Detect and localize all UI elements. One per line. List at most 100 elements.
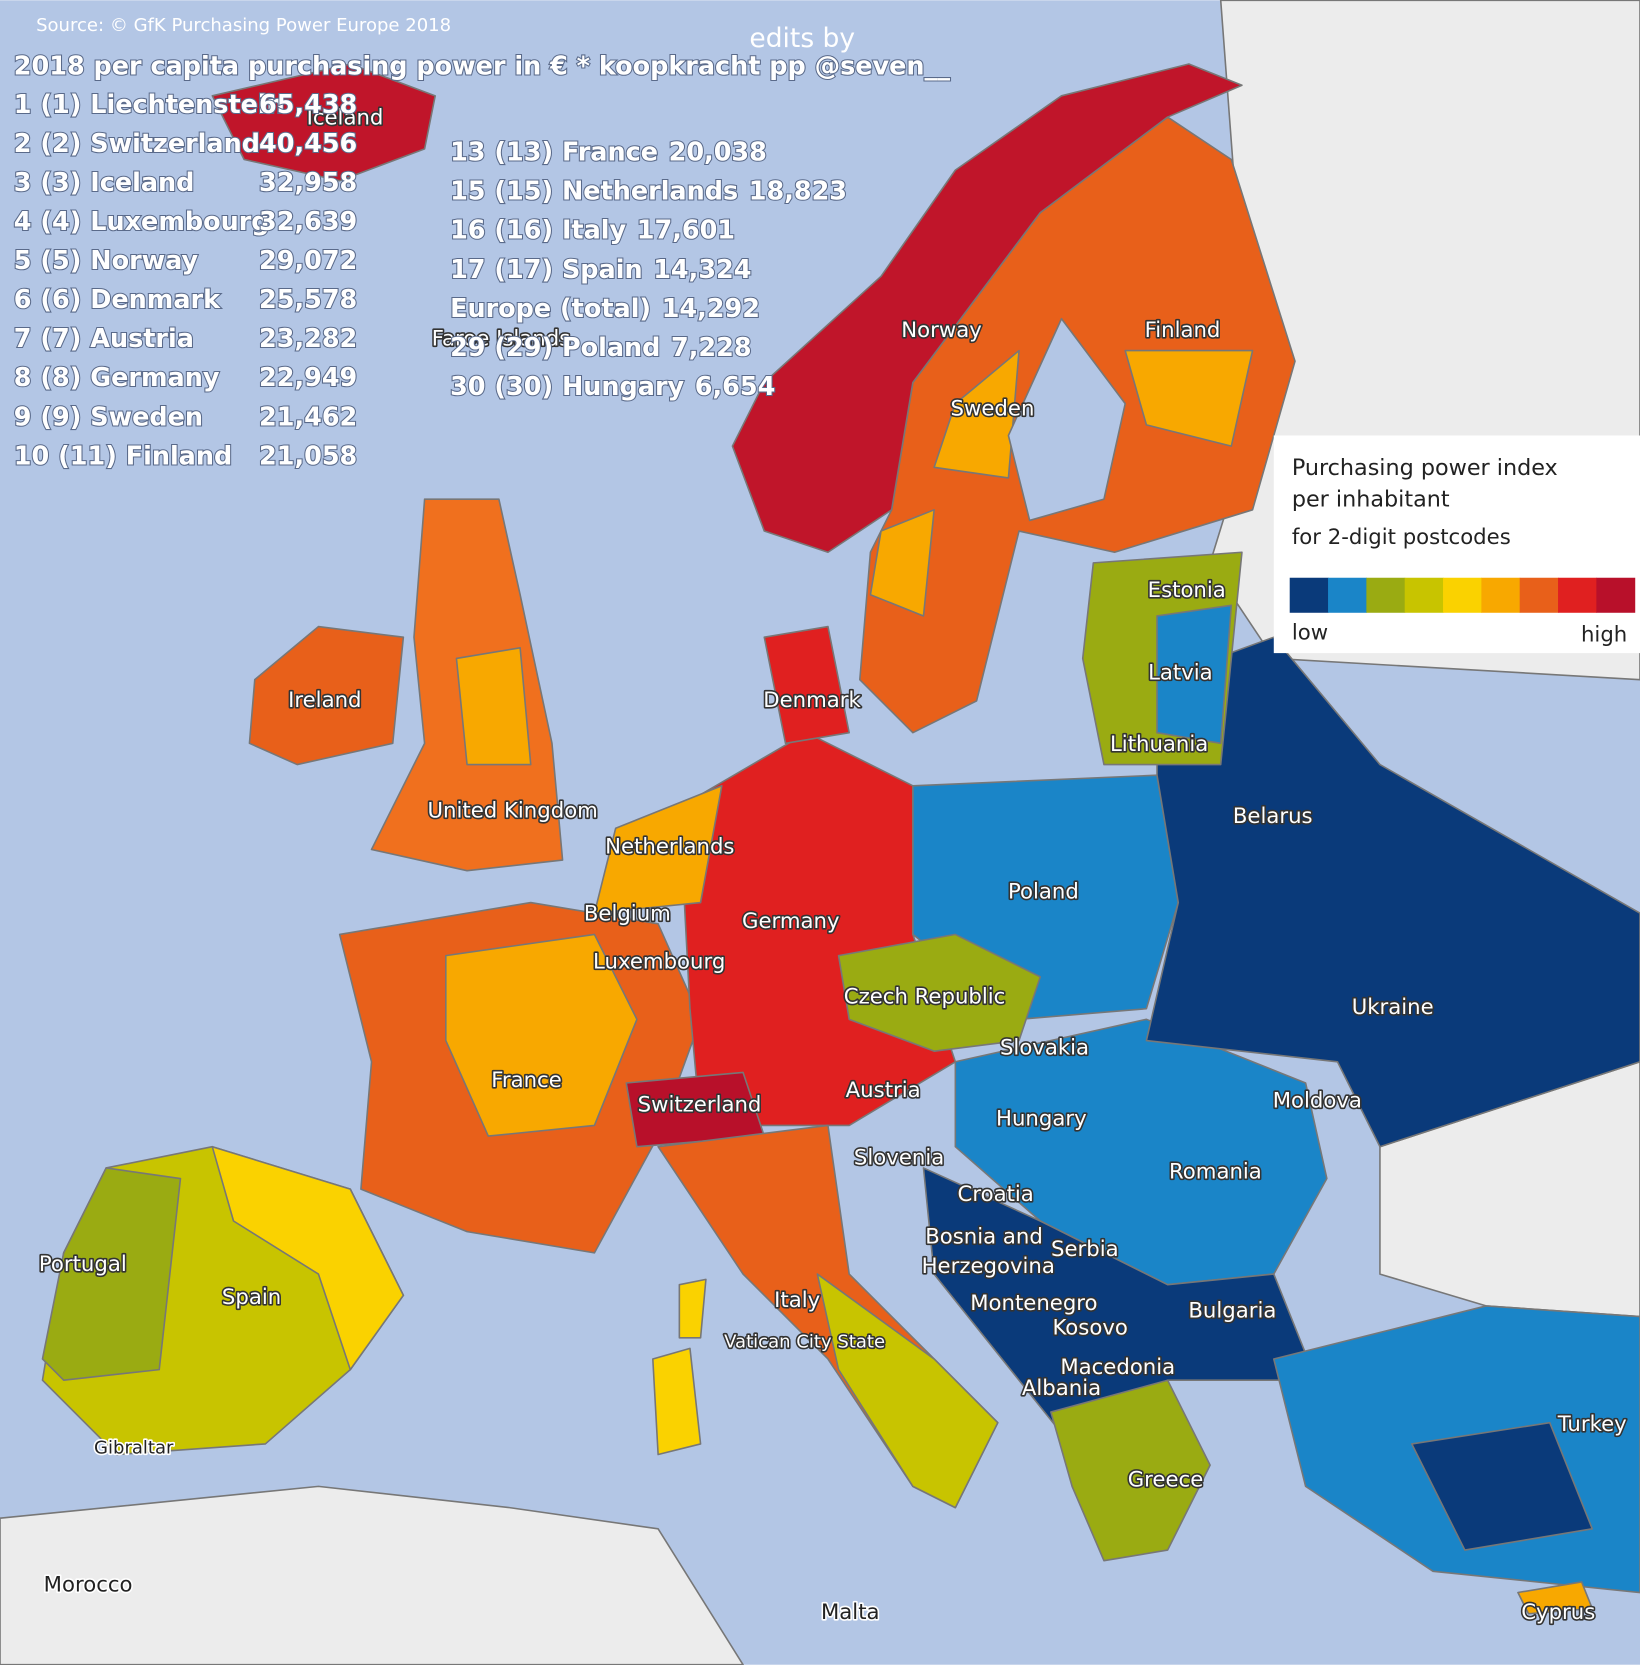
country-label: Vatican City State (724, 1331, 885, 1352)
ranking-entry: Europe (total) 14,292 (450, 294, 760, 324)
sweden-finland-mid (869, 349, 1254, 617)
country-label: Bosnia and (925, 1224, 1043, 1249)
ranking-value: 29,072 (259, 246, 357, 276)
france-mid (445, 933, 638, 1137)
country-label: Italy (774, 1288, 820, 1313)
legend-box (1273, 435, 1640, 654)
africa (0, 1485, 744, 1665)
balkans (922, 1167, 1318, 1435)
country-label: Estonia (1148, 578, 1226, 603)
legend-swatch (1558, 577, 1597, 613)
country-label: Czech Republic (844, 984, 1006, 1009)
ranking-entry: 1 (1) Liechtenstein65,438 (14, 90, 357, 120)
country-label: Austria (846, 1078, 921, 1103)
country-label: Romania (1169, 1160, 1262, 1185)
ranking-name: 13 (13) France (450, 138, 658, 168)
ranking-name: 3 (3) Iceland (14, 168, 195, 198)
country-label: Turkey (1557, 1412, 1627, 1437)
ranking-name: 29 (29) Poland (450, 333, 660, 363)
ranking-value: 7,228 (671, 333, 752, 363)
belarus-ukraine (1145, 636, 1640, 1148)
ranking-entry: 9 (9) Sweden 21,462 (14, 402, 357, 432)
gulf (1007, 317, 1126, 522)
country-label: Latvia (1148, 661, 1213, 686)
ranking-value: 32,958 (259, 168, 357, 198)
ranking-value: 40,456 (259, 129, 357, 159)
ranking-entry: 6 (6) Denmark 25,578 (14, 285, 357, 315)
country-label: Herzegovina (922, 1254, 1055, 1279)
ranking-name: 10 (11) Finland (14, 441, 232, 471)
islands (652, 1278, 707, 1456)
ranking-entry: 10 (11) Finland 21,058 (14, 441, 357, 471)
country-label: Serbia (1051, 1237, 1119, 1262)
legend-swatch (1519, 577, 1559, 613)
country-label: Belgium (584, 902, 671, 927)
title: 2018 per capita purchasing power in € * … (14, 52, 950, 82)
country-label: Finland (1145, 318, 1221, 343)
country-label: Slovakia (1000, 1035, 1089, 1060)
country-label: Albania (1022, 1376, 1101, 1401)
country-label: Faroe Islands (432, 326, 570, 351)
country-label: Lithuania (1110, 732, 1208, 757)
legend-swatch (1481, 577, 1521, 613)
country-label: Greece (1128, 1467, 1204, 1492)
ranking-entry: 30 (30) Hungary 6,654 (450, 372, 775, 402)
norway (731, 63, 1243, 554)
ranking-name: 15 (15) Netherlands (450, 177, 738, 207)
ranking-name: 2 (2) Switzerland (14, 129, 260, 159)
ranking-name: 4 (4) Luxembourg (14, 207, 270, 237)
country-label: Denmark (763, 688, 861, 713)
ranking-entry: 13 (13) France 20,038 (450, 138, 767, 168)
ranking-name: 16 (16) Italy (450, 216, 626, 246)
ranking-entry: 5 (5) Norway 29,072 (14, 246, 357, 276)
country-label: Cyprus (1521, 1600, 1595, 1625)
ranking-entry: 4 (4) Luxembourg32,639 (14, 207, 357, 237)
ranking-entry: 29 (29) Poland 7,228 (450, 333, 752, 363)
ranking-entry: 2 (2) Switzerland40,456 (14, 129, 357, 159)
ranking-name: 17 (17) Spain (450, 255, 643, 285)
ranking-name: 9 (9) Sweden (14, 402, 203, 432)
legend-swatch (1443, 577, 1482, 613)
country-label: Belarus (1233, 804, 1313, 829)
ranking-value: 22,949 (259, 363, 357, 393)
ranking-name: 7 (7) Austria (14, 324, 194, 354)
country-label: United Kingdom (428, 799, 598, 824)
legend-low: low (1292, 620, 1328, 645)
benelux (593, 784, 723, 914)
ranking-value: 32,639 (259, 207, 357, 237)
edits-by: edits by (749, 23, 855, 54)
ranking-value: 21,058 (259, 441, 357, 471)
ranking-value: 23,282 (259, 324, 357, 354)
ranking-value: 25,578 (259, 285, 357, 315)
legend-swatch (1596, 577, 1636, 613)
country-label: Morocco (44, 1572, 133, 1597)
ranking-value: 18,823 (749, 177, 847, 207)
country-label: Germany (742, 909, 840, 934)
cyprus (1517, 1581, 1594, 1615)
italy-south (816, 1273, 999, 1509)
country-label: Norway (901, 318, 982, 343)
country-label: Croatia (958, 1182, 1034, 1207)
ranking-entry: 7 (7) Austria 23,282 (14, 324, 357, 354)
ranking-entry: 3 (3) Iceland 32,958 (14, 168, 357, 198)
ranking-name: 8 (8) Germany (14, 363, 220, 393)
spain-north (211, 1145, 405, 1371)
legend-title: per inhabitant (1292, 487, 1450, 513)
legend-high: high (1581, 622, 1627, 647)
legend-subtitle: for 2-digit postcodes (1292, 525, 1511, 550)
country-label: Moldova (1273, 1088, 1362, 1113)
iceland (211, 63, 437, 182)
ranking-name: 1 (1) Liechtenstein (14, 90, 285, 120)
czechia (837, 933, 1042, 1052)
country-label: Kosovo (1052, 1316, 1127, 1341)
country-label: Bulgaria (1188, 1299, 1276, 1324)
country-label: Netherlands (605, 835, 734, 860)
country-label: Ireland (288, 688, 361, 713)
country-label: Iceland (307, 105, 384, 130)
legend-swatch (1404, 577, 1444, 613)
country-label: Montenegro (970, 1291, 1097, 1316)
ranking-name: Europe (total) (450, 294, 651, 324)
